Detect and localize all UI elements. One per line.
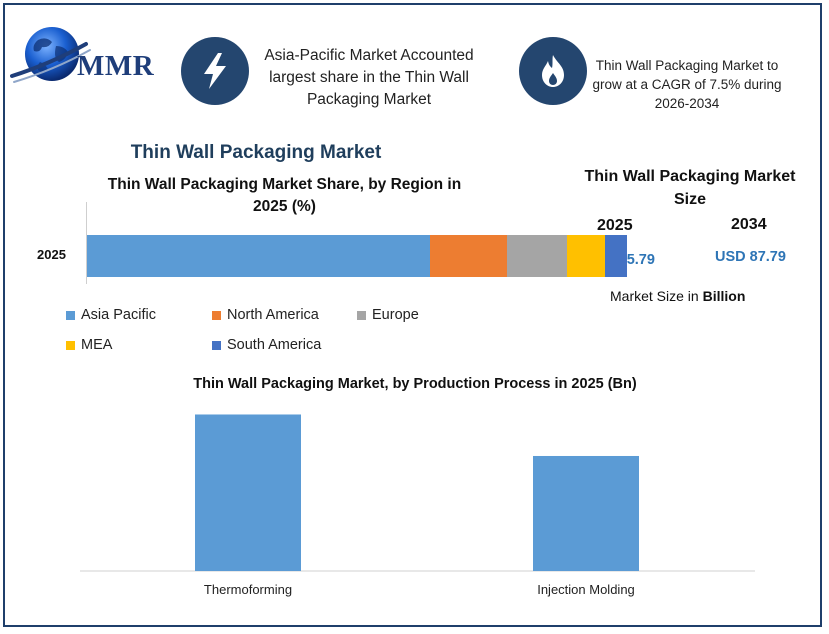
unit-bold: Billion bbox=[702, 288, 746, 304]
region-callout: Asia-Pacific Market Accounted largest sh… bbox=[264, 47, 474, 108]
legend-item-north-america: North America bbox=[212, 307, 319, 323]
page-title: Thin Wall Packaging Market bbox=[130, 142, 382, 163]
flame-icon bbox=[542, 55, 564, 87]
logo-text: MMR bbox=[77, 50, 155, 82]
legend-item-south-america: South America bbox=[212, 337, 321, 353]
legend-swatch bbox=[66, 340, 75, 350]
mmr-logo bbox=[10, 27, 91, 83]
share-stacked-bar bbox=[87, 235, 627, 277]
legend-swatch bbox=[212, 340, 221, 350]
process-tick-label: Injection Molding bbox=[537, 582, 635, 597]
share-segment-europe bbox=[506, 235, 567, 277]
share-segment-south-america bbox=[604, 235, 627, 277]
market-size-title: Thin Wall Packaging Market Size bbox=[584, 168, 796, 208]
lightning-icon bbox=[204, 53, 226, 89]
legend-label: North America bbox=[227, 307, 319, 323]
share-category-label: 2025 bbox=[37, 247, 66, 262]
share-axis-line bbox=[86, 202, 87, 284]
share-chart-title: Thin Wall Packaging Market Share, by Reg… bbox=[107, 176, 462, 215]
process-tick-label: Thermoforming bbox=[204, 582, 292, 597]
year-2034-label: 2034 bbox=[731, 216, 767, 233]
process-bar-thermoforming bbox=[195, 414, 301, 571]
legend-item-europe: Europe bbox=[357, 307, 419, 323]
flame-badge bbox=[519, 37, 587, 105]
process-bar-injection-molding bbox=[533, 455, 639, 571]
cagr-callout: Thin Wall Packaging Market to grow at a … bbox=[592, 58, 782, 111]
legend-item-mea: MEA bbox=[66, 337, 112, 353]
value-2034: USD 87.79 bbox=[715, 249, 786, 265]
legend-label: Asia Pacific bbox=[81, 307, 156, 323]
legend-swatch bbox=[357, 310, 366, 320]
legend-swatch bbox=[212, 310, 221, 320]
page-frame bbox=[3, 3, 822, 627]
unit-note: Market Size in Billion bbox=[610, 288, 745, 304]
unit-prefix: Market Size in bbox=[610, 288, 699, 304]
share-segment-mea bbox=[566, 235, 605, 277]
share-segment-north-america bbox=[430, 235, 507, 277]
process-chart-title: Thin Wall Packaging Market, by Productio… bbox=[193, 376, 637, 392]
legend-label: Europe bbox=[372, 307, 419, 323]
share-segment-asia-pacific bbox=[87, 235, 431, 277]
legend-label: MEA bbox=[81, 337, 113, 353]
legend-swatch bbox=[66, 310, 75, 320]
lightning-badge bbox=[181, 37, 249, 105]
legend-item-asia-pacific: Asia Pacific bbox=[66, 307, 156, 323]
year-2025-label: 2025 bbox=[597, 217, 633, 234]
legend-label: South America bbox=[227, 337, 322, 353]
